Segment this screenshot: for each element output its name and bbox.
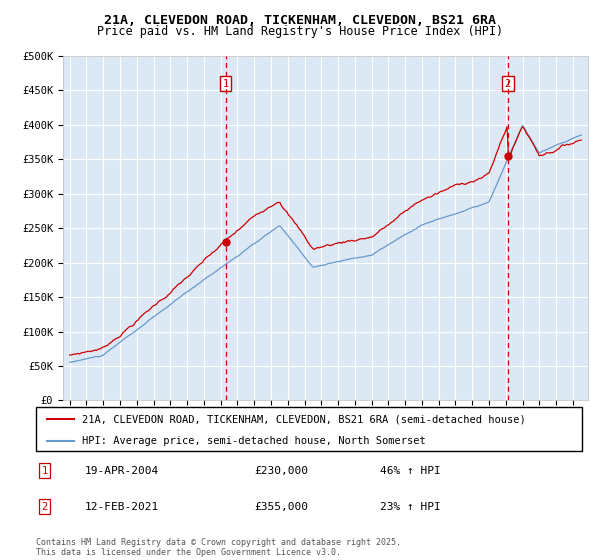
Text: 1: 1 — [41, 465, 48, 475]
Text: 1: 1 — [223, 78, 229, 88]
Text: 46% ↑ HPI: 46% ↑ HPI — [380, 465, 441, 475]
Text: 19-APR-2004: 19-APR-2004 — [85, 465, 160, 475]
Text: 23% ↑ HPI: 23% ↑ HPI — [380, 502, 441, 512]
Text: 2: 2 — [505, 78, 511, 88]
Text: 2: 2 — [41, 502, 48, 512]
Text: 12-FEB-2021: 12-FEB-2021 — [85, 502, 160, 512]
Text: Contains HM Land Registry data © Crown copyright and database right 2025.
This d: Contains HM Land Registry data © Crown c… — [36, 538, 401, 557]
Text: 21A, CLEVEDON ROAD, TICKENHAM, CLEVEDON, BS21 6RA (semi-detached house): 21A, CLEVEDON ROAD, TICKENHAM, CLEVEDON,… — [82, 414, 526, 424]
Text: £230,000: £230,000 — [254, 465, 308, 475]
Text: 21A, CLEVEDON ROAD, TICKENHAM, CLEVEDON, BS21 6RA: 21A, CLEVEDON ROAD, TICKENHAM, CLEVEDON,… — [104, 14, 496, 27]
Text: £355,000: £355,000 — [254, 502, 308, 512]
Text: HPI: Average price, semi-detached house, North Somerset: HPI: Average price, semi-detached house,… — [82, 436, 426, 446]
Text: Price paid vs. HM Land Registry's House Price Index (HPI): Price paid vs. HM Land Registry's House … — [97, 25, 503, 38]
